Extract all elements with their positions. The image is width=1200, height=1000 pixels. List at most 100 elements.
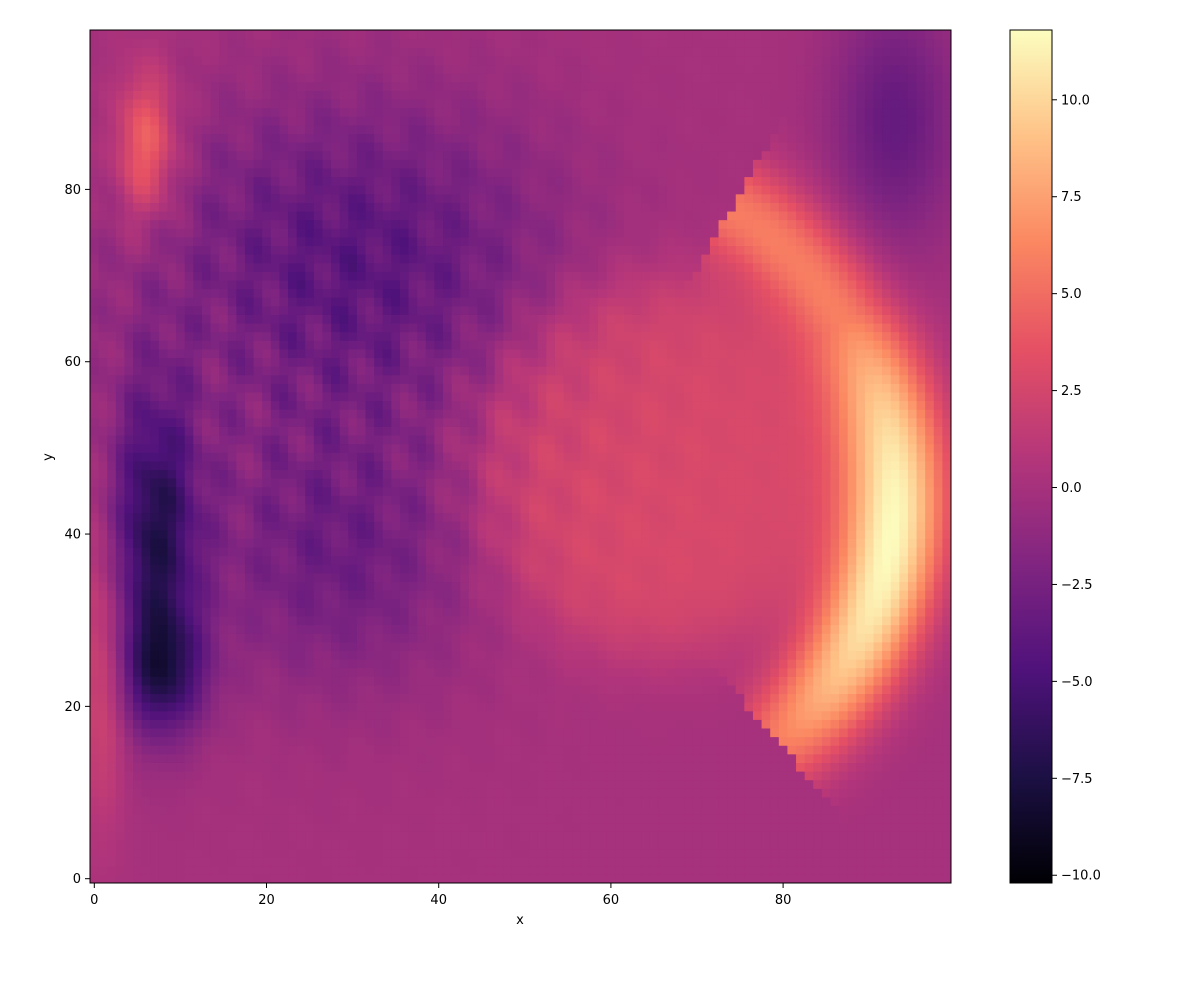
heatmap-cell [839,521,849,531]
heatmap-cell [623,607,634,617]
heatmap-cell [494,874,504,883]
heatmap-cell [675,581,685,591]
heatmap-cell [641,839,651,850]
heatmap-cell [933,684,943,695]
heatmap-cell [847,796,857,807]
heatmap-cell [227,839,237,850]
heatmap-cell [511,624,522,634]
heatmap-cell [460,581,470,591]
heatmap-cell [701,770,711,781]
heatmap-cell [193,831,203,841]
heatmap-cell [133,572,143,583]
heatmap-cell [684,607,694,617]
heatmap-cell [124,572,134,583]
heatmap-cell [193,857,203,867]
heatmap-cell [933,762,943,772]
heatmap-cell [486,460,496,471]
heatmap-cell [580,814,590,824]
heatmap-cell [580,770,590,781]
heatmap-cell [227,469,237,479]
heatmap-cell [735,581,745,591]
heatmap-cell [925,512,935,522]
heatmap-cell [253,762,263,772]
heatmap-cell [701,495,711,505]
heatmap-cell [554,469,565,479]
heatmap-cell [864,572,875,583]
heatmap-cell [520,770,530,781]
heatmap-cell [434,762,444,772]
heatmap-cell [856,719,866,729]
heatmap-cell [167,779,177,789]
heatmap-cell [744,848,754,858]
heatmap-cell [90,512,100,522]
heatmap-cell [649,736,659,746]
heatmap-cell [408,478,418,488]
heatmap-cell [546,486,556,496]
heatmap-cell [365,857,375,867]
heatmap-cell [279,684,289,695]
heatmap-cell [735,676,745,686]
heatmap-cell [658,452,668,462]
heatmap-cell [623,796,634,807]
heatmap-cell [796,805,806,815]
heatmap-cell [305,555,315,565]
heatmap-cell [150,503,160,514]
heatmap-cell [916,667,926,677]
heatmap-cell [873,512,883,522]
heatmap-cell [641,814,651,824]
heatmap-cell [167,555,177,565]
heatmap-cell [899,831,909,841]
heatmap-cell [434,615,444,626]
heatmap-cell [925,839,935,850]
heatmap-cell [244,495,255,505]
heatmap-cell [408,788,418,798]
heatmap-cell [296,503,306,514]
heatmap-cell [167,478,177,488]
heatmap-cell [193,710,203,720]
heatmap-cell [348,805,358,815]
heatmap-cell [425,658,435,669]
heatmap-cell [916,710,926,720]
heatmap-cell [933,607,943,617]
heatmap-cell [305,857,315,867]
heatmap-cell [529,615,539,626]
heatmap-cell [503,572,513,583]
heatmap-cell [770,822,780,832]
heatmap-cell [761,667,771,677]
heatmap-cell [417,521,427,531]
heatmap-cell [563,641,573,651]
heatmap-cell [124,753,134,763]
heatmap-cell [365,779,375,789]
heatmap-cell [787,857,797,867]
heatmap-cell [925,641,935,651]
heatmap-cell [606,839,616,850]
heatmap-cell [572,710,582,720]
heatmap-cell [856,753,866,763]
heatmap-cell [615,512,625,522]
heatmap-cell [606,555,616,565]
heatmap-cell [115,693,126,703]
heatmap-cell [890,564,900,574]
heatmap-cell [382,658,392,669]
heatmap-cell [907,710,918,720]
heatmap-cell [882,831,892,841]
heatmap-cell [580,667,590,677]
heatmap-cell [821,822,832,832]
heatmap-cell [408,452,418,462]
heatmap-cell [718,478,728,488]
heatmap-cell [270,486,281,496]
heatmap-cell [692,805,702,815]
heatmap-cell [107,736,117,746]
heatmap-cell [649,857,659,867]
heatmap-cell [494,865,504,875]
heatmap-cell [847,658,857,669]
heatmap-cell [907,624,918,634]
heatmap-cell [193,753,203,763]
heatmap-cell [899,745,909,755]
heatmap-cell [641,581,651,591]
heatmap-cell [503,719,513,729]
heatmap-cell [356,650,367,660]
heatmap-cell [735,624,745,634]
heatmap-cell [546,590,556,600]
heatmap-cell [133,564,143,574]
